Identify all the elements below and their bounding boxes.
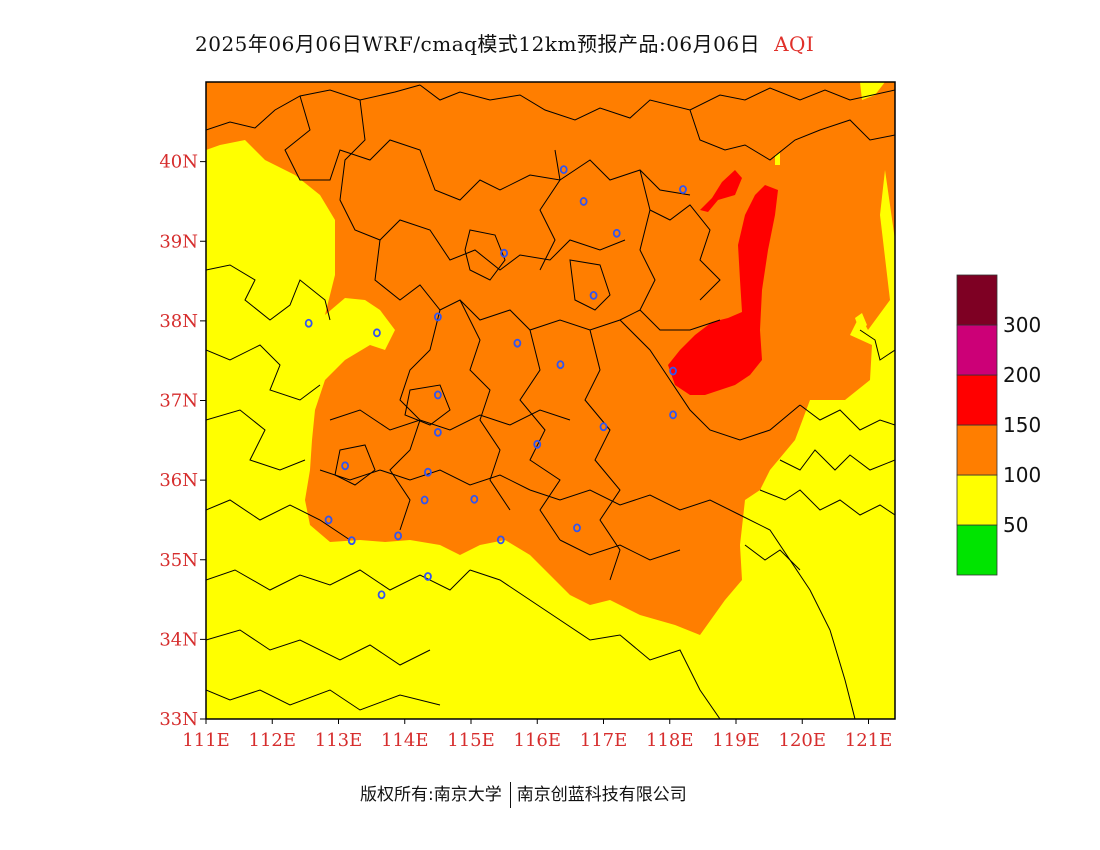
city-marker bbox=[612, 228, 621, 238]
city-marker bbox=[424, 572, 432, 581]
map-title: 2025年06月06日WRF/cmaq模式12km预报产品:06月06日 AQI bbox=[195, 28, 915, 57]
legend-swatch bbox=[956, 324, 998, 376]
aqi-legend: 50 100 150 200 300 bbox=[956, 274, 1041, 576]
legend-swatch bbox=[956, 424, 998, 476]
city-marker bbox=[433, 390, 442, 400]
lon-tick-label: 112E bbox=[249, 730, 297, 751]
lon-tick-label: 113E bbox=[315, 730, 363, 751]
city-marker bbox=[324, 515, 333, 525]
city-marker bbox=[347, 536, 356, 546]
city-marker bbox=[341, 461, 350, 471]
city-marker bbox=[589, 290, 598, 300]
footer-separator bbox=[509, 782, 511, 808]
copyright-university: 南京大学 bbox=[433, 785, 502, 805]
city-marker bbox=[433, 427, 442, 437]
city-marker bbox=[470, 494, 479, 504]
legend-label: 200 bbox=[1003, 363, 1041, 387]
lon-tick-label: 120E bbox=[779, 730, 827, 751]
city-marker bbox=[559, 165, 568, 174]
copyright-footer: 版权所有:南京大学 南京创蓝科技有限公司 bbox=[360, 780, 687, 808]
lon-tick-label: 114E bbox=[381, 730, 429, 751]
lon-tick-label: 111E bbox=[182, 730, 230, 751]
lat-tick-label: 40N bbox=[159, 152, 198, 173]
legend-swatch bbox=[956, 474, 998, 526]
city-marker bbox=[599, 422, 608, 432]
lat-tick-label: 34N bbox=[159, 629, 198, 650]
legend-label: 50 bbox=[1003, 513, 1028, 537]
city-marker bbox=[556, 360, 565, 370]
legend-label: 100 bbox=[1003, 463, 1041, 487]
city-marker bbox=[533, 439, 542, 449]
aqi-zone-unhealthy-sensitive bbox=[206, 82, 895, 635]
legend-swatch bbox=[956, 524, 998, 576]
city-marker bbox=[433, 312, 442, 322]
lat-tick-label: 33N bbox=[159, 709, 198, 730]
city-marker bbox=[420, 495, 429, 505]
city-marker bbox=[496, 535, 505, 545]
title-product: AQI bbox=[774, 32, 815, 56]
city-marker bbox=[669, 366, 677, 376]
lat-tick-label: 37N bbox=[159, 391, 198, 412]
copyright-prefix: 版权所有: bbox=[360, 785, 434, 805]
legend-label: 150 bbox=[1003, 413, 1041, 437]
city-marker bbox=[424, 467, 432, 477]
aqi-zone-unhealthy bbox=[668, 185, 778, 395]
admin-boundaries bbox=[206, 84, 895, 719]
aqi-pocket-moderate bbox=[860, 82, 885, 100]
title-main: 2025年06月06日WRF/cmaq模式12km预报产品:06月06日 bbox=[195, 32, 761, 56]
legend-swatch bbox=[956, 374, 998, 426]
city-marker bbox=[373, 328, 381, 338]
copyright-company: 南京创蓝科技有限公司 bbox=[516, 785, 687, 805]
city-marker bbox=[394, 531, 403, 541]
legend-swatch bbox=[956, 274, 998, 326]
lon-tick-label: 121E bbox=[845, 730, 893, 751]
city-marker bbox=[500, 248, 509, 258]
city-marker bbox=[579, 197, 588, 206]
aqi-zone-unhealthy bbox=[700, 170, 742, 212]
lat-tick-label: 35N bbox=[159, 550, 198, 571]
lon-tick-label: 115E bbox=[447, 730, 495, 751]
city-marker bbox=[679, 185, 687, 194]
lon-tick-label: 117E bbox=[580, 730, 628, 751]
aqi-pocket-moderate bbox=[855, 313, 867, 332]
city-marker bbox=[513, 338, 522, 348]
lat-tick-label: 36N bbox=[159, 470, 198, 491]
lon-tick-label: 119E bbox=[712, 730, 760, 751]
map-plot-area bbox=[206, 82, 895, 719]
city-marker bbox=[669, 410, 677, 420]
lon-tick-label: 116E bbox=[514, 730, 562, 751]
lat-tick-label: 39N bbox=[159, 231, 198, 252]
city-markers bbox=[304, 165, 687, 600]
city-marker bbox=[573, 523, 581, 533]
lat-tick-label: 38N bbox=[159, 311, 198, 332]
city-marker bbox=[304, 318, 313, 328]
city-marker bbox=[377, 590, 386, 600]
lon-tick-label: 118E bbox=[646, 730, 694, 751]
latitude-axis: 40N 39N 38N 37N 36N 35N 34N 33N bbox=[159, 152, 206, 730]
longitude-axis: 111E 112E 113E 114E 115E 116E 117E 118E 119E 120E… bbox=[182, 719, 892, 751]
legend-label: 300 bbox=[1003, 313, 1041, 337]
